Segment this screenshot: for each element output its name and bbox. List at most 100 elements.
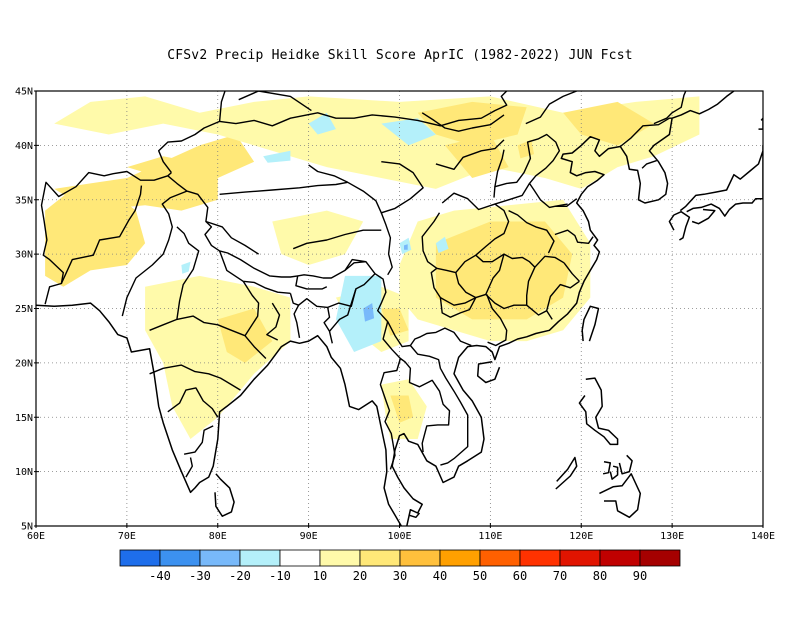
coastline-1	[391, 91, 735, 526]
skill-region-21	[335, 275, 382, 352]
skill-region-13	[272, 210, 364, 265]
coastline-8	[602, 461, 612, 475]
lon-label-90: 90E	[300, 531, 318, 542]
skill-region-7	[563, 101, 654, 146]
colorbar-label-3: -10	[269, 569, 291, 583]
skill-region-6	[417, 101, 527, 146]
colorbar-swatch-4	[279, 549, 321, 567]
border-line-47	[176, 226, 200, 320]
lon-label-100: 100E	[387, 531, 411, 542]
colorbar-swatch-2	[199, 549, 241, 567]
colorbar-swatch-12	[599, 549, 641, 567]
skill-region-25	[404, 244, 408, 250]
country-borders	[40, 91, 687, 518]
border-line-31	[526, 266, 536, 306]
colorbar-swatch-0	[119, 549, 161, 567]
coastline-0	[36, 302, 402, 526]
skill-region-5	[54, 96, 700, 189]
colorbar-swatch-3	[239, 549, 281, 567]
border-line-29	[455, 272, 477, 299]
border-line-25	[238, 91, 312, 112]
border-line-39	[546, 280, 580, 311]
border-line-40	[430, 267, 477, 318]
coastline-10	[555, 456, 578, 490]
lon-label-140: 140E	[751, 531, 775, 542]
coastline-2	[476, 361, 501, 384]
skill-region-22	[363, 303, 375, 322]
border-line-46	[149, 315, 267, 359]
border-line-19	[408, 512, 421, 518]
border-line-32	[508, 209, 555, 254]
lon-label-80: 80E	[209, 531, 227, 542]
border-line-0	[40, 170, 172, 305]
border-line-52	[185, 457, 194, 478]
longitude-ticks	[35, 523, 764, 528]
border-line-30	[485, 253, 505, 295]
colorbar-label-7: 40	[433, 569, 447, 583]
border-line-20	[421, 112, 505, 132]
border-line-41	[486, 294, 508, 347]
colorbar-label-12: 90	[633, 569, 647, 583]
skill-region-1	[49, 232, 86, 276]
border-line-15	[328, 288, 357, 332]
border-line-10	[218, 250, 291, 294]
latitude-labels: 45N 40N 35N 30N 25N 20N 15N 10N 5N	[15, 87, 33, 533]
colorbar-swatch-10	[519, 549, 561, 567]
border-line-44	[205, 220, 259, 255]
longitude-labels: 60E 70E 80E 90E 100E 110E 120E 130E 140E	[27, 531, 775, 542]
lat-label-5: 5N	[21, 522, 33, 533]
colorbar-label-6: 30	[393, 569, 407, 583]
border-line-43	[292, 229, 382, 250]
coastline-11	[668, 210, 691, 241]
border-line-33	[563, 262, 580, 282]
border-line-23	[380, 212, 393, 276]
border-line-21	[435, 139, 505, 171]
border-line-13	[298, 298, 333, 344]
lat-label-30: 30N	[15, 250, 33, 261]
coastline-6	[618, 454, 633, 475]
border-line-45	[149, 364, 241, 391]
coastline-7	[609, 465, 619, 480]
page-title: CFSv2 Precip Heidke Skill Score AprIC (1…	[167, 48, 633, 63]
border-line-9	[121, 190, 188, 317]
border-line-3	[219, 91, 508, 127]
skill-region-27	[263, 150, 291, 163]
lat-label-10: 10N	[15, 467, 33, 478]
lon-label-110: 110E	[478, 531, 502, 542]
border-line-5	[653, 91, 687, 125]
coastline-9	[599, 473, 642, 519]
colorbar-swatch-7	[399, 549, 441, 567]
coastline-3	[581, 305, 600, 342]
lon-label-120: 120E	[569, 531, 593, 542]
colorbar-label-8: 50	[473, 569, 487, 583]
border-line-18	[409, 345, 469, 466]
border-line-38	[554, 229, 594, 245]
border-line-24	[219, 181, 348, 195]
border-line-4	[525, 91, 577, 125]
lat-label-15: 15N	[15, 413, 33, 424]
skill-region-20	[381, 118, 436, 146]
border-line-2	[157, 91, 226, 174]
border-line-12	[289, 293, 301, 339]
skill-region-28	[308, 112, 336, 135]
coastline-13	[691, 208, 716, 225]
border-line-7	[641, 159, 657, 169]
coastline-14	[758, 117, 763, 130]
coastlines	[36, 91, 763, 526]
colorbar-swatch-5	[319, 549, 361, 567]
lon-label-130: 130E	[660, 531, 684, 542]
border-line-37	[554, 198, 578, 208]
lat-label-20: 20N	[15, 358, 33, 369]
colorbar-swatch-11	[559, 549, 601, 567]
border-line-17	[399, 357, 451, 453]
border-line-48	[167, 387, 219, 418]
skill-region-23	[181, 261, 191, 274]
border-line-16	[379, 321, 402, 470]
border-line-51	[266, 302, 281, 341]
colorbar-swatch-9	[479, 549, 521, 567]
colorbar-swatch-6	[359, 549, 401, 567]
border-line-11	[295, 275, 328, 290]
border-line-50	[242, 280, 260, 337]
skill-region-3	[126, 156, 191, 178]
